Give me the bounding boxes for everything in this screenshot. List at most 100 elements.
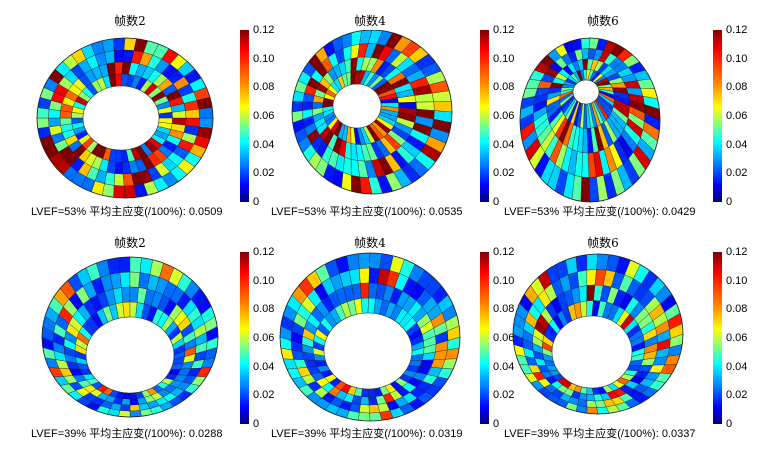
colorbar-tick-label: 0.10 (253, 274, 275, 287)
colorbar-tick-label: 0.10 (493, 274, 515, 287)
colorbar (713, 252, 722, 424)
colorbar-tick-label: 0.04 (726, 138, 748, 151)
mesh-cell (577, 269, 588, 288)
ring-outline (512, 253, 684, 415)
mesh-cell (580, 37, 591, 50)
colorbar-tick-label: 0.02 (253, 167, 275, 180)
mesh-cell (198, 117, 214, 129)
mesh-cell (359, 404, 370, 414)
mesh-cell (359, 267, 370, 284)
ring-outline (519, 37, 661, 203)
strain-map-ring (41, 256, 219, 418)
mesh-cell (119, 271, 131, 288)
mesh-cell (121, 286, 131, 303)
ring-lumen (572, 79, 600, 105)
ring-outline (291, 30, 453, 195)
mesh-cell (586, 406, 599, 415)
colorbar-tick-label: 0.10 (726, 52, 748, 65)
strain-map-ring (36, 37, 214, 199)
mesh-cell (114, 61, 124, 75)
mesh-cell (114, 161, 124, 175)
colorbar-tick-label: 0.12 (726, 24, 748, 36)
mesh-cell (129, 271, 141, 288)
colorbar (240, 252, 249, 424)
panel-caption: LVEF=53% 平均主应变(/100%): 0.0535 (271, 206, 463, 218)
mesh-cell (129, 410, 142, 418)
mesh-cell (581, 48, 590, 60)
colorbar-tick-label: 0.12 (493, 246, 515, 258)
colorbar-tick-label: 0.04 (493, 138, 515, 151)
panel-title: 帧数2 (114, 236, 146, 250)
mesh-cell (36, 117, 50, 129)
mesh-cell (302, 101, 314, 111)
colorbar-tick-label: 0.04 (253, 138, 275, 151)
mesh-cell (113, 185, 126, 199)
colorbar (480, 252, 489, 424)
colorbar-tick-label: 0.02 (493, 167, 515, 180)
mesh-cell (113, 37, 126, 51)
mesh-cell (580, 176, 591, 203)
colorbar-tick-label: 0.08 (493, 303, 515, 316)
ring-lumen (551, 315, 633, 389)
mesh-cell (36, 107, 50, 119)
mesh-cell (291, 101, 303, 113)
colorbar-tick-label: 0.08 (726, 303, 748, 316)
panel-caption: LVEF=39% 平均主应变(/100%): 0.0288 (31, 428, 223, 440)
mesh-cell (360, 396, 370, 406)
mesh-cell (129, 404, 141, 412)
mesh-cell (586, 393, 596, 402)
mesh-cell (113, 49, 125, 63)
colorbar-tick-label: 0.02 (726, 389, 748, 402)
panel-caption: LVEF=53% 平均主应变(/100%): 0.0429 (504, 206, 696, 218)
ring-lumen (85, 316, 175, 394)
colorbar-tick-label: 0.04 (493, 360, 515, 373)
mesh-cell (115, 149, 123, 163)
colorbar-tick-label: 0.04 (253, 360, 275, 373)
colorbar-tick-label: 0.12 (726, 246, 748, 258)
strain-panel: 帧数4 0.12 0.10 0.08 0.06 0.04 0.02 0 LVEF=39% 平均主… (271, 236, 529, 461)
strain-map-ring (519, 37, 661, 203)
mesh-cell (101, 38, 115, 53)
colorbar (240, 30, 249, 202)
mesh-cell (586, 253, 599, 271)
colorbar (713, 30, 722, 202)
mesh-cell (129, 398, 139, 406)
colorbar-tick-label: 0.02 (253, 389, 275, 402)
colorbar-tick-label: 0.02 (726, 167, 748, 180)
mesh-cell (415, 101, 435, 111)
ring-lumen (82, 85, 160, 151)
panel-title: 帧数4 (354, 236, 386, 250)
mesh-cell (342, 45, 352, 62)
ring-outline (279, 252, 461, 422)
strain-panel: 帧数2 0.12 0.10 0.08 0.06 0.04 0.02 0 LVEF=53% 平均主… (31, 14, 289, 239)
colorbar-tick-label: 0 (253, 196, 260, 208)
mesh-cell (360, 282, 370, 299)
ring-lumen (332, 83, 382, 129)
colorbar-tick-label: 0.04 (726, 360, 748, 373)
colorbar-tick-label: 0 (726, 196, 733, 208)
mesh-cell (586, 400, 597, 408)
mesh-cell (129, 256, 142, 273)
colorbar-tick-label: 0 (253, 418, 260, 430)
strain-panel: 帧数6 0.12 0.10 0.08 0.06 0.04 0.02 0 LVEF=39% 平均主… (504, 236, 762, 461)
strain-panel: 帧数2 0.12 0.10 0.08 0.06 0.04 0.02 0 LVEF=39% 平均主… (31, 236, 289, 461)
ring-outline (41, 256, 219, 418)
colorbar (480, 30, 489, 202)
colorbar-tick-label: 0.10 (253, 52, 275, 65)
mesh-cell (48, 117, 61, 128)
ring-outline (36, 37, 214, 199)
colorbar-tick-label: 0.06 (493, 332, 515, 344)
panel-title: 帧数2 (114, 14, 146, 28)
colorbar-tick-label: 0.10 (726, 274, 748, 287)
mesh-cell (358, 252, 371, 269)
mesh-cell (361, 388, 369, 398)
panel-title: 帧数6 (587, 14, 619, 28)
mesh-cell (578, 285, 587, 303)
panel-caption: LVEF=53% 平均主应变(/100%): 0.0509 (31, 206, 223, 218)
mesh-cell (118, 410, 131, 418)
panel-caption: LVEF=39% 平均主应变(/100%): 0.0337 (504, 428, 696, 440)
strain-map-ring (512, 253, 684, 415)
colorbar-tick-label: 0.08 (253, 81, 275, 94)
mesh-cell (369, 412, 382, 422)
colorbar-tick-label: 0.08 (253, 303, 275, 316)
